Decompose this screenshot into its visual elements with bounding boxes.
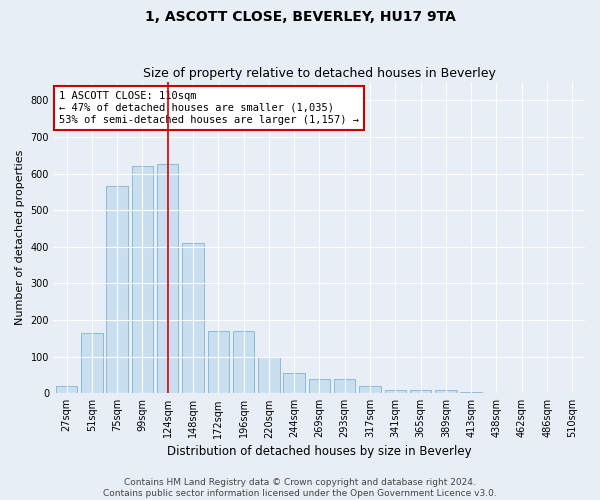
Bar	[359, 386, 381, 394]
Bar	[283, 373, 305, 394]
Bar	[334, 378, 355, 394]
Bar	[562, 392, 583, 394]
Bar	[435, 390, 457, 394]
Bar	[56, 386, 77, 394]
Bar	[309, 378, 330, 394]
Bar	[81, 333, 103, 394]
Bar	[410, 390, 431, 394]
Bar	[460, 392, 482, 394]
Text: 1, ASCOTT CLOSE, BEVERLEY, HU17 9TA: 1, ASCOTT CLOSE, BEVERLEY, HU17 9TA	[145, 10, 455, 24]
Bar	[208, 331, 229, 394]
Bar	[258, 356, 280, 394]
Bar	[106, 186, 128, 394]
Y-axis label: Number of detached properties: Number of detached properties	[15, 150, 25, 326]
Bar	[233, 331, 254, 394]
Bar	[486, 392, 507, 394]
Bar	[131, 166, 153, 394]
Bar	[511, 392, 533, 394]
Bar	[157, 164, 178, 394]
Title: Size of property relative to detached houses in Beverley: Size of property relative to detached ho…	[143, 66, 496, 80]
Bar	[182, 243, 204, 394]
X-axis label: Distribution of detached houses by size in Beverley: Distribution of detached houses by size …	[167, 444, 472, 458]
Text: 1 ASCOTT CLOSE: 110sqm
← 47% of detached houses are smaller (1,035)
53% of semi-: 1 ASCOTT CLOSE: 110sqm ← 47% of detached…	[59, 92, 359, 124]
Bar	[385, 390, 406, 394]
Text: Contains HM Land Registry data © Crown copyright and database right 2024.
Contai: Contains HM Land Registry data © Crown c…	[103, 478, 497, 498]
